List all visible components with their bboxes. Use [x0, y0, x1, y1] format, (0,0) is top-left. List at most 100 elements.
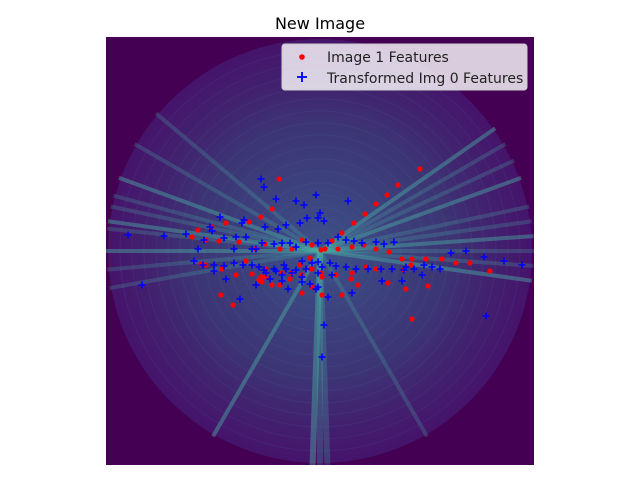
- feature-point-image1: [351, 220, 357, 226]
- feature-point-image1: [333, 272, 339, 278]
- feature-point-image1: [439, 256, 445, 262]
- feature-point-transformed: [320, 217, 328, 225]
- feature-point-transformed: [342, 236, 350, 244]
- feature-point-transformed: [428, 263, 436, 271]
- feature-point-transformed: [252, 281, 260, 289]
- feature-point-image1: [467, 260, 473, 266]
- feature-point-transformed: [160, 232, 168, 240]
- feature-point-transformed: [216, 213, 224, 221]
- feature-point-transformed: [332, 262, 340, 270]
- feature-point-transformed: [220, 262, 228, 270]
- feature-point-transformed: [390, 238, 398, 246]
- feature-point-transformed: [350, 237, 358, 245]
- feature-point-image1: [233, 272, 239, 278]
- feature-point-transformed: [292, 243, 300, 251]
- feature-point-image1: [395, 182, 401, 188]
- feature-point-transformed: [257, 175, 265, 183]
- radar-streak: [318, 250, 429, 438]
- feature-point-image1: [386, 249, 392, 255]
- feature-point-transformed: [260, 183, 268, 191]
- feature-point-transformed: [377, 265, 385, 273]
- feature-point-transformed: [278, 239, 286, 247]
- plot-area: [106, 37, 534, 465]
- feature-point-transformed: [266, 275, 274, 283]
- radar-streak: [133, 142, 321, 253]
- radar-streak: [319, 158, 515, 253]
- radar-streak: [319, 219, 533, 253]
- feature-markers: [124, 166, 526, 361]
- feature-point-image1: [425, 283, 431, 289]
- feature-point-image1: [348, 276, 354, 282]
- feature-point-transformed: [298, 257, 306, 265]
- feature-point-transformed: [282, 265, 290, 273]
- feature-point-transformed: [292, 197, 300, 205]
- feature-point-transformed: [288, 269, 296, 277]
- feature-point-image1: [189, 234, 195, 240]
- feature-point-transformed: [380, 240, 388, 248]
- radar-streak: [319, 204, 530, 253]
- feature-point-image1: [230, 302, 236, 308]
- radar-streak: [319, 234, 534, 253]
- feature-point-transformed: [326, 259, 334, 267]
- feature-point-transformed: [500, 257, 508, 265]
- legend-marker-transformed: [297, 72, 307, 82]
- feature-point-transformed: [388, 265, 396, 273]
- feature-point-transformed: [282, 221, 290, 229]
- feature-point-image1: [335, 246, 341, 252]
- feature-point-transformed: [199, 261, 207, 269]
- feature-point-transformed: [258, 239, 266, 247]
- feature-point-transformed: [314, 269, 322, 277]
- feature-point-image1: [319, 274, 325, 280]
- feature-point-transformed: [334, 233, 342, 241]
- feature-point-image1: [308, 266, 314, 272]
- feature-point-transformed: [372, 238, 380, 246]
- feature-point-transformed: [447, 249, 455, 257]
- feature-point-transformed: [378, 277, 386, 285]
- feature-point-transformed: [314, 239, 322, 247]
- radar-ring: [167, 98, 473, 404]
- feature-point-transformed: [138, 281, 146, 289]
- feature-point-image1: [258, 214, 264, 220]
- feature-point-image1: [195, 227, 201, 233]
- feature-point-transformed: [292, 266, 300, 274]
- feature-point-image1: [246, 219, 252, 225]
- feature-point-image1: [269, 282, 275, 288]
- feature-point-image1: [269, 206, 275, 212]
- feature-point-transformed: [342, 263, 350, 271]
- radar-streak: [319, 249, 533, 283]
- feature-point-transformed: [286, 239, 294, 247]
- feature-point-transformed: [482, 312, 490, 320]
- feature-point-image1: [256, 277, 262, 283]
- feature-point-image1: [287, 276, 293, 282]
- feature-point-transformed: [436, 265, 444, 273]
- feature-point-transformed: [182, 230, 190, 238]
- feature-point-image1: [453, 260, 459, 266]
- feature-point-transformed: [248, 245, 256, 253]
- feature-point-transformed: [230, 259, 238, 267]
- feature-point-transformed: [344, 197, 352, 205]
- feature-point-transformed: [270, 240, 278, 248]
- feature-point-transformed: [462, 247, 470, 255]
- feature-point-transformed: [364, 265, 372, 273]
- feature-point-transformed: [324, 239, 332, 247]
- radar-streak: [319, 142, 507, 253]
- feature-point-transformed: [420, 261, 428, 269]
- feature-point-transformed: [274, 225, 282, 233]
- feature-point-transformed: [255, 263, 263, 271]
- feature-point-transformed: [314, 258, 322, 266]
- feature-point-transformed: [208, 227, 216, 235]
- feature-point-transformed: [318, 263, 326, 271]
- feature-point-image1: [322, 246, 328, 252]
- feature-point-transformed: [314, 283, 322, 291]
- feature-point-image1: [319, 292, 325, 298]
- feature-point-transformed: [240, 216, 248, 224]
- radar-ring: [239, 170, 401, 332]
- feature-point-image1: [223, 220, 229, 226]
- feature-point-transformed: [402, 263, 410, 271]
- feature-point-image1: [249, 271, 255, 277]
- feature-point-image1: [262, 241, 268, 247]
- feature-point-transformed: [280, 261, 288, 269]
- feature-point-transformed: [262, 269, 270, 277]
- feature-point-image1: [309, 242, 315, 248]
